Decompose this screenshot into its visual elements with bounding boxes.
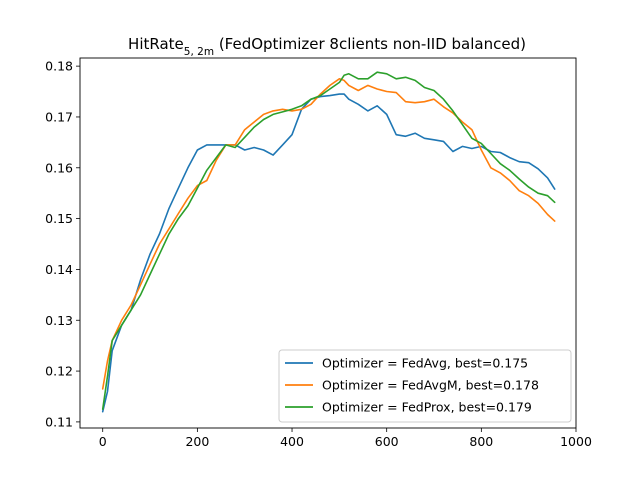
chart-title-subscript: 5, 2m xyxy=(184,46,214,58)
series-line-1 xyxy=(101,93,556,413)
legend: Optimizer = FedAvg, best=0.175 Optimizer … xyxy=(278,349,572,423)
y-tick-label: 0.14 xyxy=(45,262,73,277)
y-tick-label: 0.11 xyxy=(45,414,73,429)
y-tick-label: 0.16 xyxy=(45,160,73,175)
legend-box xyxy=(278,349,572,423)
y-tick-label: 0.12 xyxy=(45,364,73,379)
x-tick-label: 200 xyxy=(185,434,209,449)
y-tick-label: 0.13 xyxy=(45,313,73,328)
chart-title: HitRate5, 2m (FedOptimizer 8clients non-… xyxy=(128,35,526,58)
series-line-3 xyxy=(101,71,556,411)
legend-label: Optimizer = FedAvgM, best=0.178 xyxy=(322,378,539,393)
x-tick-label: 1000 xyxy=(560,434,592,449)
x-tick-label: 400 xyxy=(280,434,304,449)
y-tick-label: 0.18 xyxy=(45,59,73,74)
series-line-2 xyxy=(101,78,556,390)
x-tick-label: 0 xyxy=(99,434,107,449)
legend-label: Optimizer = FedAvg, best=0.175 xyxy=(322,356,528,371)
y-tick-label: 0.17 xyxy=(45,109,73,124)
y-tick-label: 0.15 xyxy=(45,211,73,226)
x-axis: 0 200 400 600 800 1000 xyxy=(99,428,592,449)
x-tick-label: 600 xyxy=(375,434,399,449)
axes-frame xyxy=(79,57,577,429)
x-tick-label: 800 xyxy=(469,434,493,449)
series-layer xyxy=(101,71,556,413)
y-axis: 0.11 0.12 0.13 0.14 0.15 0.16 0.17 0.18 xyxy=(45,59,80,429)
legend-label: Optimizer = FedProx, best=0.179 xyxy=(322,400,532,415)
